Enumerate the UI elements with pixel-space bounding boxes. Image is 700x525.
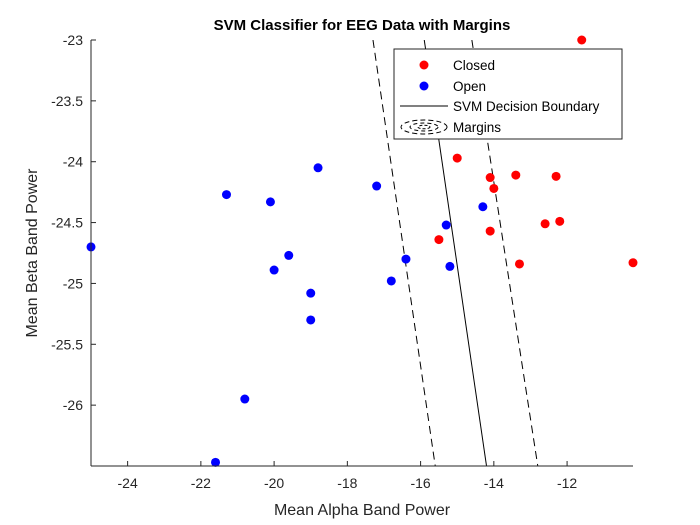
legend-box — [393, 48, 623, 140]
point-open — [441, 220, 451, 230]
point-closed — [452, 153, 462, 163]
y-tick-label: -25.5 — [51, 336, 83, 352]
point-closed — [514, 259, 524, 269]
y-tick-label: -24 — [63, 154, 83, 170]
point-open — [284, 250, 294, 260]
x-tick-label: -22 — [191, 475, 211, 491]
legend-label-margins: Margins — [453, 120, 501, 135]
point-open — [306, 288, 316, 298]
point-closed — [577, 35, 587, 45]
legend-marker-open — [419, 81, 429, 91]
point-closed — [551, 171, 561, 181]
point-open — [372, 181, 382, 191]
x-tick-label: -20 — [264, 475, 284, 491]
point-open — [306, 315, 316, 325]
point-open — [445, 261, 455, 271]
x-tick-label: -24 — [118, 475, 138, 491]
y-tick-label: -26 — [63, 397, 83, 413]
x-tick-label: -16 — [410, 475, 430, 491]
axes — [90, 40, 633, 467]
y-tick-label: -24.5 — [51, 215, 83, 231]
point-closed — [628, 258, 638, 268]
point-open — [265, 197, 275, 207]
y-axis-label: Mean Beta Band Power — [24, 168, 41, 338]
x-tick-label: -18 — [337, 475, 357, 491]
point-open — [313, 163, 323, 173]
legend-label-closed: Closed — [453, 58, 495, 73]
legend-marker-margins — [400, 119, 448, 135]
legend-marker-closed — [419, 60, 429, 70]
chart-title: SVM Classifier for EEG Data with Margins — [214, 17, 511, 34]
y-tick-label: -25 — [63, 275, 83, 291]
x-tick-label: -14 — [484, 475, 504, 491]
point-open — [240, 394, 250, 404]
point-open — [211, 457, 221, 467]
point-closed — [511, 170, 521, 180]
point-closed — [540, 219, 550, 229]
y-ticks: -23 -23.5 -24 -24.5 -25 -25.5 -26 — [51, 32, 96, 413]
point-closed — [485, 226, 495, 236]
margin-line — [372, 40, 436, 466]
point-open — [222, 190, 231, 200]
x-ticks: -24 -22 -20 -18 -16 -14 -12 — [118, 461, 577, 491]
point-open — [269, 265, 279, 275]
point-closed — [489, 183, 499, 193]
point-open — [478, 202, 488, 212]
y-tick-label: -23.5 — [51, 93, 83, 109]
legend: Closed Open SVM Decision Boundary Margin… — [393, 48, 623, 140]
legend-label-open: Open — [453, 79, 486, 94]
x-axis-label: Mean Alpha Band Power — [274, 502, 451, 519]
y-tick-label: -23 — [63, 32, 83, 48]
x-tick-label: -12 — [557, 475, 577, 491]
legend-label-boundary: SVM Decision Boundary — [453, 99, 600, 114]
point-open — [401, 254, 411, 264]
point-open — [386, 276, 396, 286]
point-closed — [555, 216, 565, 226]
point-closed — [434, 235, 444, 245]
point-closed — [485, 173, 495, 183]
